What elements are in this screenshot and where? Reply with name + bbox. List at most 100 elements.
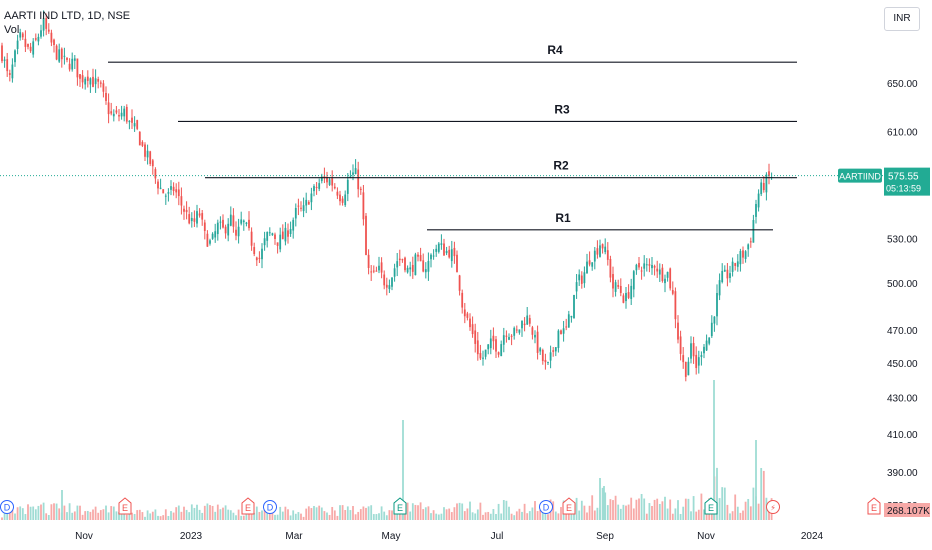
event-markers[interactable]: D E E D E D E E ⚡ E: [0, 497, 881, 515]
volume-bar: [580, 500, 583, 520]
candle: [14, 49, 16, 67]
event-marker-earnings-reported[interactable]: E: [393, 497, 407, 515]
volume-legend[interactable]: Vol: [4, 24, 20, 36]
candle: [128, 120, 131, 130]
volume-bar: [232, 512, 235, 520]
volume-bar: [440, 513, 443, 520]
candle: [40, 24, 42, 39]
volume-bar: [409, 511, 412, 520]
event-marker-earnings-past[interactable]: E: [241, 497, 255, 515]
volume-bar: [669, 499, 672, 520]
volume-bar: [1, 517, 3, 520]
symbol-title[interactable]: AARTI IND LTD, 1D, NSE: [4, 10, 131, 22]
candle: [302, 197, 305, 218]
volume-bar: [76, 505, 79, 520]
volume-bar: [450, 512, 453, 520]
candle: [487, 344, 490, 355]
candle: [622, 293, 625, 304]
candle: [27, 43, 29, 50]
candle: [120, 105, 123, 120]
volume-bar: [645, 513, 648, 520]
event-marker-earnings-past[interactable]: E: [118, 497, 132, 515]
candle: [289, 221, 292, 237]
candle: [292, 217, 295, 239]
event-marker-earnings-past[interactable]: E: [562, 497, 576, 515]
candle: [305, 192, 308, 214]
candle: [245, 221, 248, 227]
volume-bar: [495, 514, 497, 520]
candle: [175, 183, 178, 199]
candle: [349, 170, 352, 179]
volume-bar: [362, 506, 365, 520]
candle: [453, 241, 456, 264]
candle: [614, 279, 617, 297]
currency-button[interactable]: INR: [884, 7, 920, 31]
event-marker-dividend[interactable]: D: [0, 500, 14, 514]
time-tick-label: May: [382, 531, 401, 542]
candle: [248, 211, 250, 231]
volume-bar: [531, 507, 534, 520]
time-axis[interactable]: Nov 2023 Mar May Jul Sep Nov 2024: [75, 531, 823, 542]
volume-bar: [183, 506, 185, 520]
volume-bar: [167, 516, 170, 520]
volume-bar: [554, 511, 557, 520]
volume-bar: [266, 510, 269, 520]
volume-bar: [40, 504, 42, 520]
volume-bar: [170, 511, 172, 520]
candle: [240, 211, 243, 226]
candle: [58, 43, 61, 63]
event-marker-earnings-reported[interactable]: E: [704, 497, 718, 515]
volume-bar: [456, 503, 458, 520]
event-marker-split[interactable]: ⚡: [766, 500, 780, 514]
event-marker-dividend[interactable]: D: [263, 500, 277, 514]
volume-bar: [289, 515, 292, 520]
candle: [648, 258, 651, 273]
candle: [138, 131, 141, 146]
candle: [372, 265, 375, 274]
candle: [469, 313, 471, 331]
candle: [383, 270, 386, 290]
candle: [736, 254, 739, 272]
candle: [92, 68, 94, 88]
resistance-lines[interactable]: R4 R3 R2 R1: [108, 43, 797, 231]
candle: [375, 266, 378, 272]
volume-bar: [614, 495, 617, 520]
volume-bar: [502, 500, 505, 520]
candle: [651, 256, 653, 275]
volume-bar: [302, 516, 305, 520]
candle: [133, 116, 136, 132]
price-axis[interactable]: 650.00 610.00 530.00 500.00 470.00 450.00 430.…: [887, 79, 918, 512]
candle: [388, 279, 391, 293]
volume-bar: [661, 501, 664, 520]
candle: [125, 104, 128, 124]
volume-bar: [510, 513, 513, 520]
candle: [747, 243, 750, 257]
volume-bar: [214, 511, 217, 520]
candle: [742, 246, 744, 264]
volume-bar: [326, 512, 328, 520]
volume-bar: [323, 511, 326, 520]
candle: [66, 57, 68, 63]
volume-bar: [370, 505, 373, 520]
candle: [32, 38, 35, 58]
candle: [123, 105, 126, 122]
volume-bar: [716, 467, 718, 520]
candle: [367, 249, 370, 275]
volume-bar: [396, 512, 399, 520]
event-marker-earnings-upcoming[interactable]: E: [867, 497, 881, 515]
volume-spike: [755, 440, 757, 520]
volume-bar: [489, 513, 492, 520]
volume-bar: [505, 500, 508, 520]
candle: [219, 216, 222, 230]
candle: [404, 256, 406, 273]
candle: [697, 350, 700, 374]
volume-bar: [677, 500, 679, 520]
volume-bar: [219, 509, 222, 520]
event-marker-dividend[interactable]: D: [539, 500, 553, 514]
candle: [190, 212, 193, 228]
volume-bar: [89, 511, 92, 520]
volume-bar: [42, 502, 45, 520]
candle: [193, 210, 196, 227]
volume-bar: [333, 510, 336, 520]
